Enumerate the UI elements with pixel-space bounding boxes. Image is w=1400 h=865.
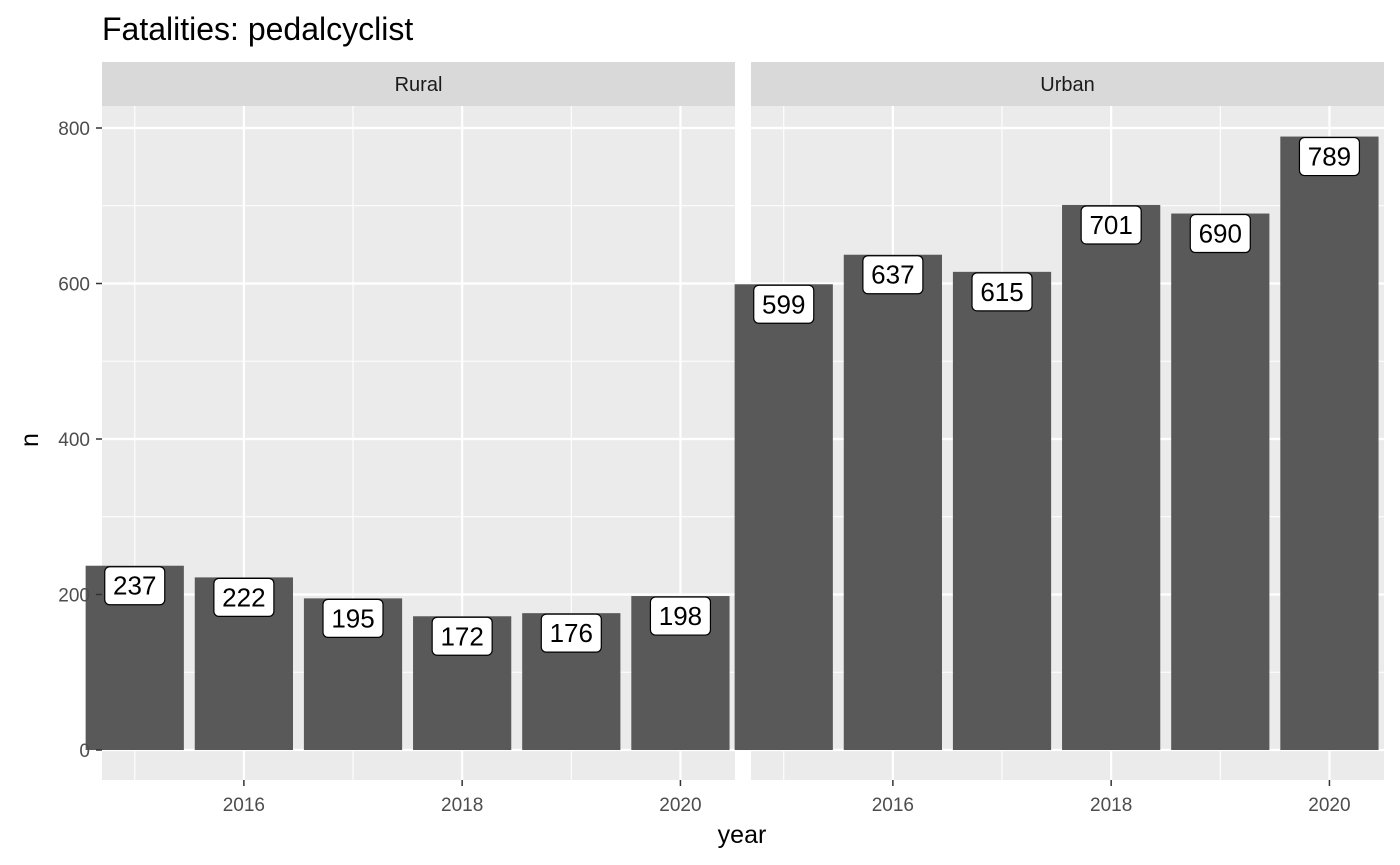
panel-rural: Rural 237 222 195 172 176 198 2016 2018 2020 bbox=[85, 62, 735, 816]
data-label: 701 bbox=[1089, 210, 1132, 240]
data-label: 789 bbox=[1308, 142, 1351, 172]
strip-label: Urban bbox=[1040, 74, 1094, 96]
x-tick-label: 2016 bbox=[872, 795, 914, 816]
x-tick-label: 2018 bbox=[441, 795, 483, 816]
panel-urban: Urban 599 637 615 701 690 789 2016 2018 2020 bbox=[734, 62, 1384, 816]
data-label-box bbox=[540, 613, 602, 653]
y-tick-label: 800 bbox=[58, 119, 90, 140]
x-tick-label: 2020 bbox=[659, 795, 701, 816]
data-label: 222 bbox=[222, 582, 265, 612]
data-label: 690 bbox=[1199, 219, 1242, 249]
bar bbox=[843, 254, 942, 751]
x-tick-label: 2020 bbox=[1308, 795, 1350, 816]
data-label-box bbox=[213, 577, 275, 617]
data-label: 198 bbox=[659, 601, 702, 631]
data-label-box bbox=[431, 616, 493, 656]
data-label: 176 bbox=[550, 618, 593, 648]
data-label-box bbox=[104, 566, 166, 606]
data-label-box bbox=[1080, 205, 1142, 245]
bar bbox=[952, 271, 1052, 750]
data-label: 615 bbox=[980, 277, 1023, 307]
bar bbox=[734, 284, 833, 750]
x-tick-label: 2016 bbox=[223, 795, 265, 816]
data-label-box bbox=[322, 598, 384, 638]
data-label: 237 bbox=[113, 571, 156, 601]
data-label: 172 bbox=[440, 621, 483, 651]
y-tick-label: 200 bbox=[58, 586, 90, 607]
y-axis: 0 200 400 600 800 bbox=[58, 119, 102, 762]
bar bbox=[1062, 204, 1161, 750]
data-label-box bbox=[649, 596, 712, 636]
y-axis-title: n bbox=[16, 433, 44, 447]
x-axis-title: year bbox=[718, 821, 767, 849]
data-label-box bbox=[862, 255, 924, 295]
strip-label: Rural bbox=[395, 74, 443, 96]
y-tick-label: 600 bbox=[58, 275, 90, 296]
data-label-box bbox=[753, 284, 815, 324]
data-label-box bbox=[1189, 213, 1251, 254]
data-label-box bbox=[971, 272, 1033, 312]
data-label: 195 bbox=[331, 603, 374, 633]
chart-title: Fatalities: pedalcyclist bbox=[102, 11, 413, 47]
data-label-box bbox=[1298, 136, 1361, 177]
data-label: 599 bbox=[762, 289, 805, 319]
data-label: 637 bbox=[871, 260, 914, 290]
strip-background bbox=[102, 62, 735, 106]
strip-background bbox=[751, 62, 1384, 106]
bar bbox=[1280, 136, 1379, 751]
bar bbox=[1171, 213, 1270, 750]
x-tick-label: 2018 bbox=[1090, 795, 1132, 816]
y-tick-label: 400 bbox=[58, 430, 90, 451]
y-tick-label: 0 bbox=[79, 741, 90, 762]
